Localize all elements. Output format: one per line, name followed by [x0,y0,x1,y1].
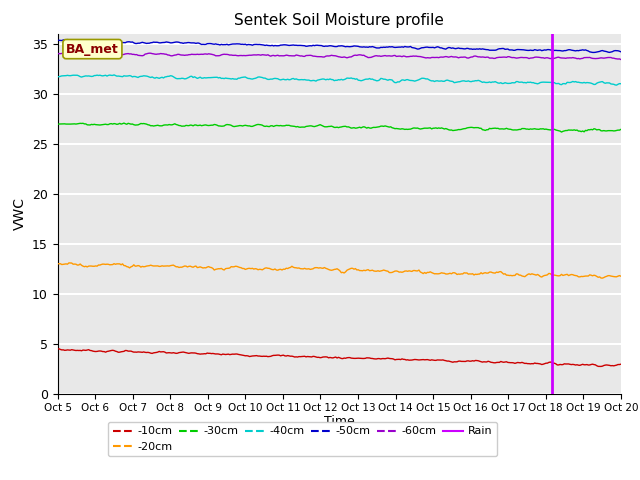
Y-axis label: VWC: VWC [12,197,26,230]
Text: BA_met: BA_met [66,43,119,56]
Legend: -10cm, -20cm, -30cm, -40cm, -50cm, -60cm, Rain: -10cm, -20cm, -30cm, -40cm, -50cm, -60cm… [108,422,497,456]
X-axis label: Time: Time [324,415,355,428]
Title: Sentek Soil Moisture profile: Sentek Soil Moisture profile [234,13,444,28]
